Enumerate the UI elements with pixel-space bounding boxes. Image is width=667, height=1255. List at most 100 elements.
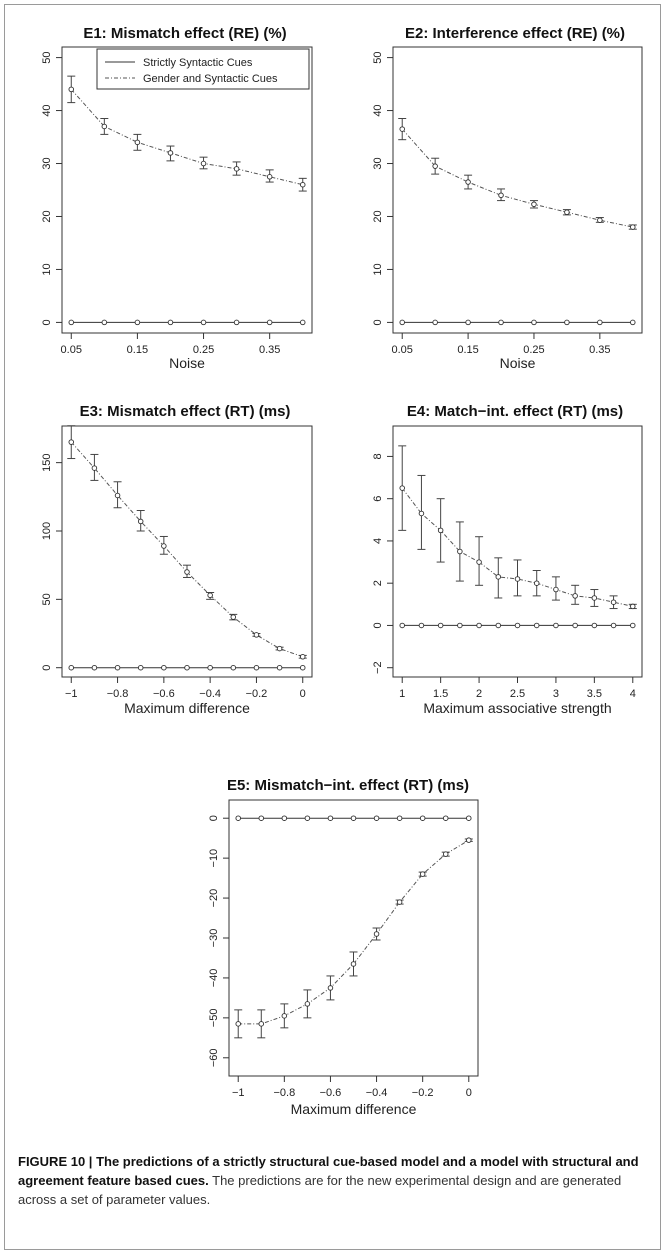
chart-title: E2: Interference effect (RE) (%) <box>405 25 625 42</box>
x-tick-label: 0.05 <box>392 344 413 356</box>
data-point <box>533 580 540 586</box>
data-point <box>114 664 121 671</box>
data-point <box>233 166 240 172</box>
y-tick-label: 40 <box>41 104 53 116</box>
data-point <box>597 217 603 223</box>
data-point <box>167 319 174 326</box>
figure-charts: E1: Mismatch effect (RE) (%) 0.05 0.15 0.25… <box>41 25 643 1117</box>
chart-title: E4: Match−int. effect (RT) (ms) <box>407 403 623 420</box>
x-tick-label: −0.8 <box>273 1087 295 1099</box>
plot-frame <box>392 46 643 334</box>
x-tick-label: 3.5 <box>587 688 602 700</box>
x-tick-label: 0.25 <box>523 344 544 356</box>
data-point <box>235 1021 241 1027</box>
data-point <box>476 622 482 629</box>
data-point <box>258 1021 265 1027</box>
y-tick-label: −60 <box>208 1048 220 1067</box>
data-point <box>399 485 405 491</box>
data-point <box>442 851 449 857</box>
x-tick-label: 2.5 <box>510 688 525 700</box>
y-tick-label: 0 <box>41 319 53 325</box>
data-point <box>630 319 636 326</box>
data-point <box>564 319 570 326</box>
data-point <box>418 622 425 629</box>
x-tick-label: 4 <box>630 688 636 700</box>
data-point <box>134 319 141 326</box>
data-point <box>304 1001 311 1007</box>
x-tick-label: 0 <box>466 1087 472 1099</box>
data-point <box>101 123 108 130</box>
y-tick-label: −40 <box>208 969 220 988</box>
y-tick-label: 100 <box>41 522 53 540</box>
chart-panel-e4: E4: Match−int. effect (RT) (ms) 1 1.5 2 2.5 3… <box>372 403 643 716</box>
data-point <box>457 622 463 629</box>
data-point <box>396 899 403 905</box>
chart-title: E5: Mismatch−int. effect (RT) (ms) <box>227 777 469 794</box>
y-tick-label: 150 <box>41 453 53 471</box>
data-point <box>276 664 283 671</box>
data-point <box>230 664 237 671</box>
series-line-gender-syntactic <box>401 128 633 228</box>
plot-frame <box>392 425 643 678</box>
x-tick-label: −0.8 <box>107 688 129 700</box>
data-point <box>442 815 449 821</box>
data-point <box>465 319 471 326</box>
y-tick-label: 4 <box>372 538 384 544</box>
x-tick-label: −0.2 <box>246 688 268 700</box>
x-tick-label: −0.4 <box>366 1087 388 1099</box>
caption-text: The predictions are for the new experime… <box>18 1173 622 1207</box>
data-point <box>299 319 306 326</box>
data-point <box>437 527 444 534</box>
data-point <box>350 961 357 967</box>
data-point <box>253 664 260 671</box>
plot-frame <box>61 46 313 334</box>
data-point <box>591 622 598 629</box>
data-point <box>276 645 283 652</box>
x-tick-label: −0.6 <box>320 1087 342 1099</box>
y-tick-label: −50 <box>208 1009 220 1028</box>
data-point <box>281 1013 288 1019</box>
x-tick-label: 0.15 <box>457 344 478 356</box>
data-point <box>418 510 425 517</box>
x-tick-label: −1 <box>232 1087 245 1099</box>
x-axis-title: Maximum associative strength <box>423 700 611 716</box>
data-point <box>235 815 241 821</box>
data-point <box>399 126 405 132</box>
data-point <box>68 319 75 326</box>
y-tick-label: 6 <box>372 496 384 502</box>
series-line-gender-syntactic <box>238 839 470 1025</box>
data-point <box>281 815 288 821</box>
legend-strictly-syntactic: Strictly Syntactic Cues <box>143 57 253 69</box>
data-point <box>299 181 306 188</box>
data-point <box>266 319 273 326</box>
data-point <box>91 465 98 471</box>
y-tick-label: −2 <box>372 661 384 674</box>
y-tick-label: 30 <box>372 157 384 169</box>
data-point <box>432 163 438 169</box>
data-point <box>167 150 174 156</box>
data-point <box>253 632 260 638</box>
data-point <box>572 593 578 599</box>
x-tick-label: −0.4 <box>199 688 221 700</box>
data-point <box>184 664 190 671</box>
data-point <box>476 559 482 565</box>
data-point <box>553 586 559 593</box>
y-tick-label: 0 <box>208 815 220 821</box>
data-point <box>610 622 617 629</box>
x-tick-label: 3 <box>553 688 559 700</box>
data-point <box>207 592 213 598</box>
data-point <box>327 985 334 991</box>
data-point <box>399 319 405 326</box>
series-line-gender-syntactic <box>70 89 303 186</box>
figure-caption: FIGURE 10 | The predictions of a strictl… <box>18 1152 648 1209</box>
x-tick-label: 0.35 <box>259 344 280 356</box>
data-point <box>466 815 472 821</box>
data-point <box>533 622 540 629</box>
chart-title: E1: Mismatch effect (RE) (%) <box>83 25 286 42</box>
data-point <box>68 439 75 445</box>
data-point <box>350 815 357 821</box>
y-tick-label: 10 <box>372 263 384 275</box>
figure-label: FIGURE 10 | <box>18 1154 93 1169</box>
x-axis-title: Maximum difference <box>124 700 250 716</box>
chart-title: E3: Mismatch effect (RT) (ms) <box>80 403 291 420</box>
